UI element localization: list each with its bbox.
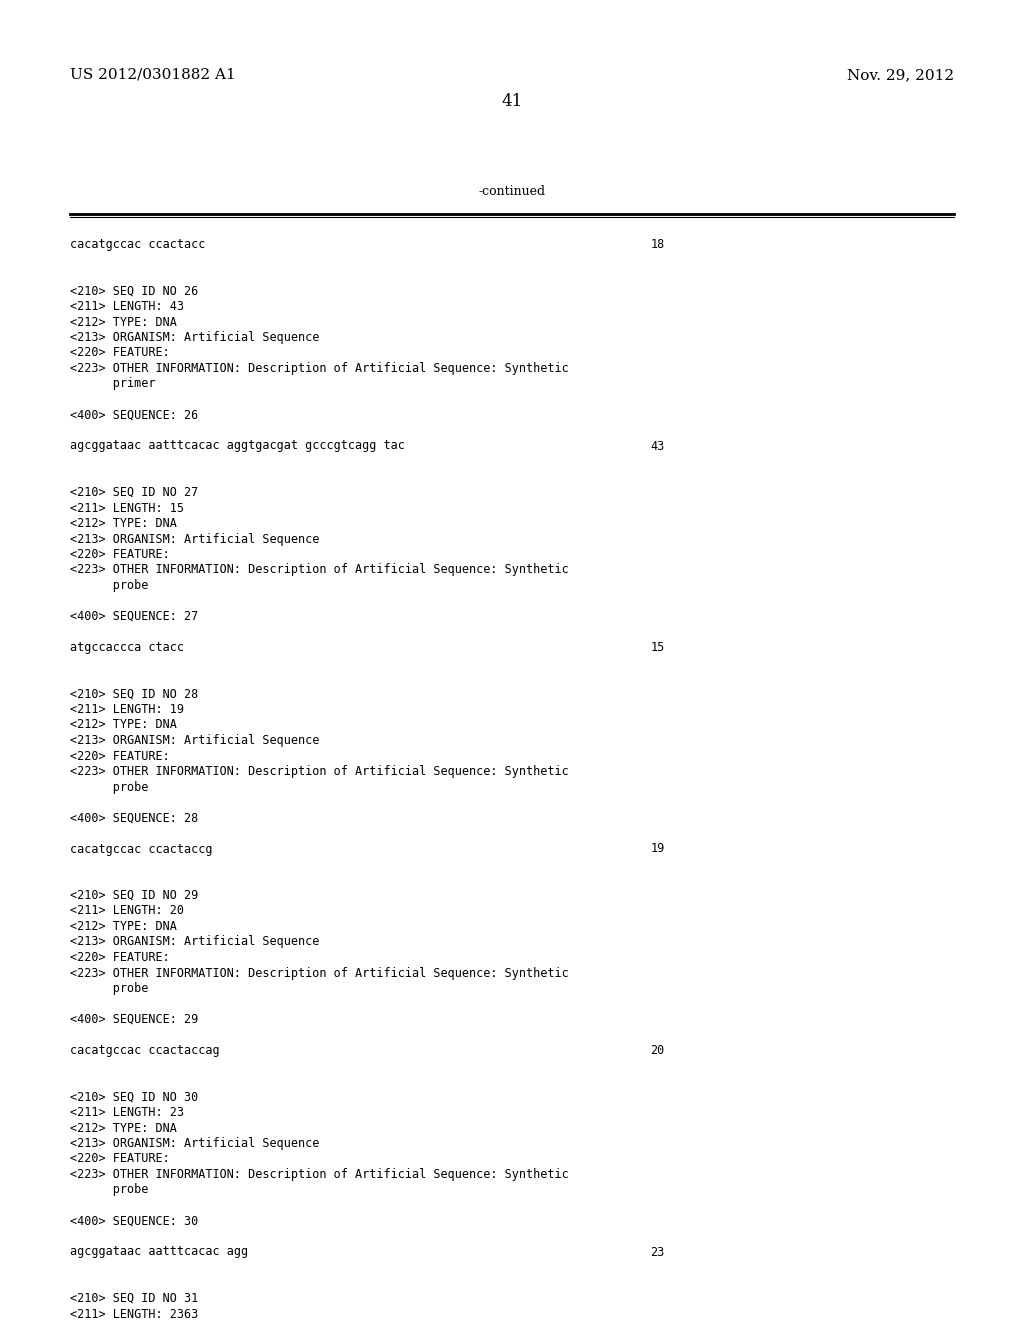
Text: 23: 23: [650, 1246, 665, 1258]
Text: <212> TYPE: DNA: <212> TYPE: DNA: [70, 315, 176, 329]
Text: -continued: -continued: [478, 185, 546, 198]
Text: cacatgccac ccactaccg: cacatgccac ccactaccg: [70, 842, 212, 855]
Text: <212> TYPE: DNA: <212> TYPE: DNA: [70, 718, 176, 731]
Text: <212> TYPE: DNA: <212> TYPE: DNA: [70, 517, 176, 531]
Text: <400> SEQUENCE: 29: <400> SEQUENCE: 29: [70, 1012, 198, 1026]
Text: <220> FEATURE:: <220> FEATURE:: [70, 950, 169, 964]
Text: <220> FEATURE:: <220> FEATURE:: [70, 548, 169, 561]
Text: 41: 41: [502, 92, 522, 110]
Text: 20: 20: [650, 1044, 665, 1057]
Text: <213> ORGANISM: Artificial Sequence: <213> ORGANISM: Artificial Sequence: [70, 936, 319, 949]
Text: <223> OTHER INFORMATION: Description of Artificial Sequence: Synthetic: <223> OTHER INFORMATION: Description of …: [70, 564, 568, 577]
Text: <212> TYPE: DNA: <212> TYPE: DNA: [70, 1122, 176, 1134]
Text: 15: 15: [650, 642, 665, 653]
Text: cacatgccac ccactaccag: cacatgccac ccactaccag: [70, 1044, 219, 1057]
Text: <223> OTHER INFORMATION: Description of Artificial Sequence: Synthetic: <223> OTHER INFORMATION: Description of …: [70, 966, 568, 979]
Text: Nov. 29, 2012: Nov. 29, 2012: [847, 69, 954, 82]
Text: <210> SEQ ID NO 31: <210> SEQ ID NO 31: [70, 1292, 198, 1305]
Text: <210> SEQ ID NO 26: <210> SEQ ID NO 26: [70, 285, 198, 297]
Text: primer: primer: [70, 378, 155, 391]
Text: <210> SEQ ID NO 28: <210> SEQ ID NO 28: [70, 688, 198, 701]
Text: <213> ORGANISM: Artificial Sequence: <213> ORGANISM: Artificial Sequence: [70, 1137, 319, 1150]
Text: <211> LENGTH: 20: <211> LENGTH: 20: [70, 904, 183, 917]
Text: <210> SEQ ID NO 29: <210> SEQ ID NO 29: [70, 888, 198, 902]
Text: 43: 43: [650, 440, 665, 453]
Text: agcggataac aatttcacac agg: agcggataac aatttcacac agg: [70, 1246, 248, 1258]
Text: <400> SEQUENCE: 26: <400> SEQUENCE: 26: [70, 408, 198, 421]
Text: atgccaccca ctacc: atgccaccca ctacc: [70, 642, 183, 653]
Text: 18: 18: [650, 238, 665, 251]
Text: <211> LENGTH: 23: <211> LENGTH: 23: [70, 1106, 183, 1119]
Text: <223> OTHER INFORMATION: Description of Artificial Sequence: Synthetic: <223> OTHER INFORMATION: Description of …: [70, 766, 568, 777]
Text: <213> ORGANISM: Artificial Sequence: <213> ORGANISM: Artificial Sequence: [70, 331, 319, 345]
Text: 19: 19: [650, 842, 665, 855]
Text: <400> SEQUENCE: 30: <400> SEQUENCE: 30: [70, 1214, 198, 1228]
Text: <223> OTHER INFORMATION: Description of Artificial Sequence: Synthetic: <223> OTHER INFORMATION: Description of …: [70, 1168, 568, 1181]
Text: probe: probe: [70, 1184, 148, 1196]
Text: <213> ORGANISM: Artificial Sequence: <213> ORGANISM: Artificial Sequence: [70, 532, 319, 545]
Text: probe: probe: [70, 982, 148, 995]
Text: <211> LENGTH: 2363: <211> LENGTH: 2363: [70, 1308, 198, 1320]
Text: <400> SEQUENCE: 28: <400> SEQUENCE: 28: [70, 812, 198, 825]
Text: <210> SEQ ID NO 30: <210> SEQ ID NO 30: [70, 1090, 198, 1104]
Text: <220> FEATURE:: <220> FEATURE:: [70, 346, 169, 359]
Text: <212> TYPE: DNA: <212> TYPE: DNA: [70, 920, 176, 933]
Text: <220> FEATURE:: <220> FEATURE:: [70, 1152, 169, 1166]
Text: agcggataac aatttcacac aggtgacgat gcccgtcagg tac: agcggataac aatttcacac aggtgacgat gcccgtc…: [70, 440, 404, 453]
Text: probe: probe: [70, 579, 148, 591]
Text: probe: probe: [70, 780, 148, 793]
Text: <223> OTHER INFORMATION: Description of Artificial Sequence: Synthetic: <223> OTHER INFORMATION: Description of …: [70, 362, 568, 375]
Text: <400> SEQUENCE: 27: <400> SEQUENCE: 27: [70, 610, 198, 623]
Text: <220> FEATURE:: <220> FEATURE:: [70, 750, 169, 763]
Text: cacatgccac ccactacc: cacatgccac ccactacc: [70, 238, 205, 251]
Text: US 2012/0301882 A1: US 2012/0301882 A1: [70, 69, 236, 82]
Text: <211> LENGTH: 43: <211> LENGTH: 43: [70, 300, 183, 313]
Text: <213> ORGANISM: Artificial Sequence: <213> ORGANISM: Artificial Sequence: [70, 734, 319, 747]
Text: <211> LENGTH: 15: <211> LENGTH: 15: [70, 502, 183, 515]
Text: <211> LENGTH: 19: <211> LENGTH: 19: [70, 704, 183, 715]
Text: <210> SEQ ID NO 27: <210> SEQ ID NO 27: [70, 486, 198, 499]
